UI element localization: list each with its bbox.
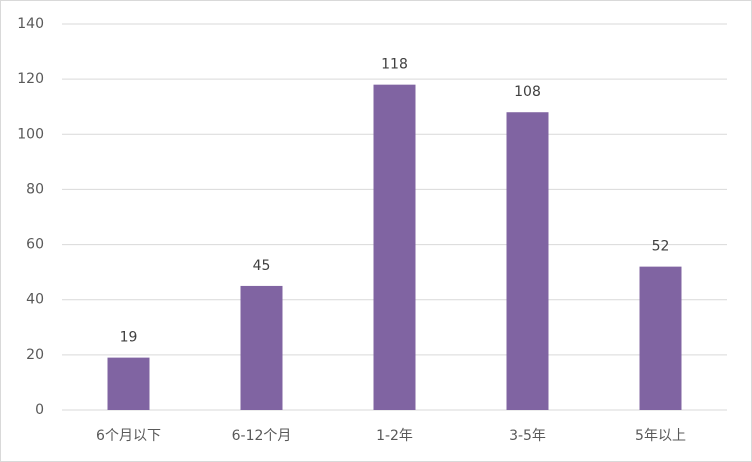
bar [506,112,549,410]
x-tick-label: 3-5年 [509,428,546,444]
y-tick-label: 20 [26,347,44,363]
bar [107,357,150,410]
y-tick-label: 40 [26,292,44,308]
bar [639,266,682,410]
y-tick-label: 120 [17,71,44,87]
bar [373,84,416,411]
bar [240,285,283,410]
x-tick-label: 6-12个月 [232,428,292,444]
data-label: 118 [381,57,408,73]
y-tick-label: 60 [26,237,44,253]
data-label: 19 [120,330,138,346]
x-tick-label: 5年以上 [635,428,686,444]
y-tick-label: 0 [35,402,44,418]
data-label: 52 [652,239,670,255]
y-tick-label: 140 [17,16,44,32]
data-label: 45 [253,258,271,274]
y-tick-label: 80 [26,181,44,197]
x-tick-label: 6个月以下 [96,428,161,444]
data-label: 108 [514,84,541,100]
y-tick-label: 100 [17,126,44,142]
x-tick-label: 1-2年 [376,428,413,444]
